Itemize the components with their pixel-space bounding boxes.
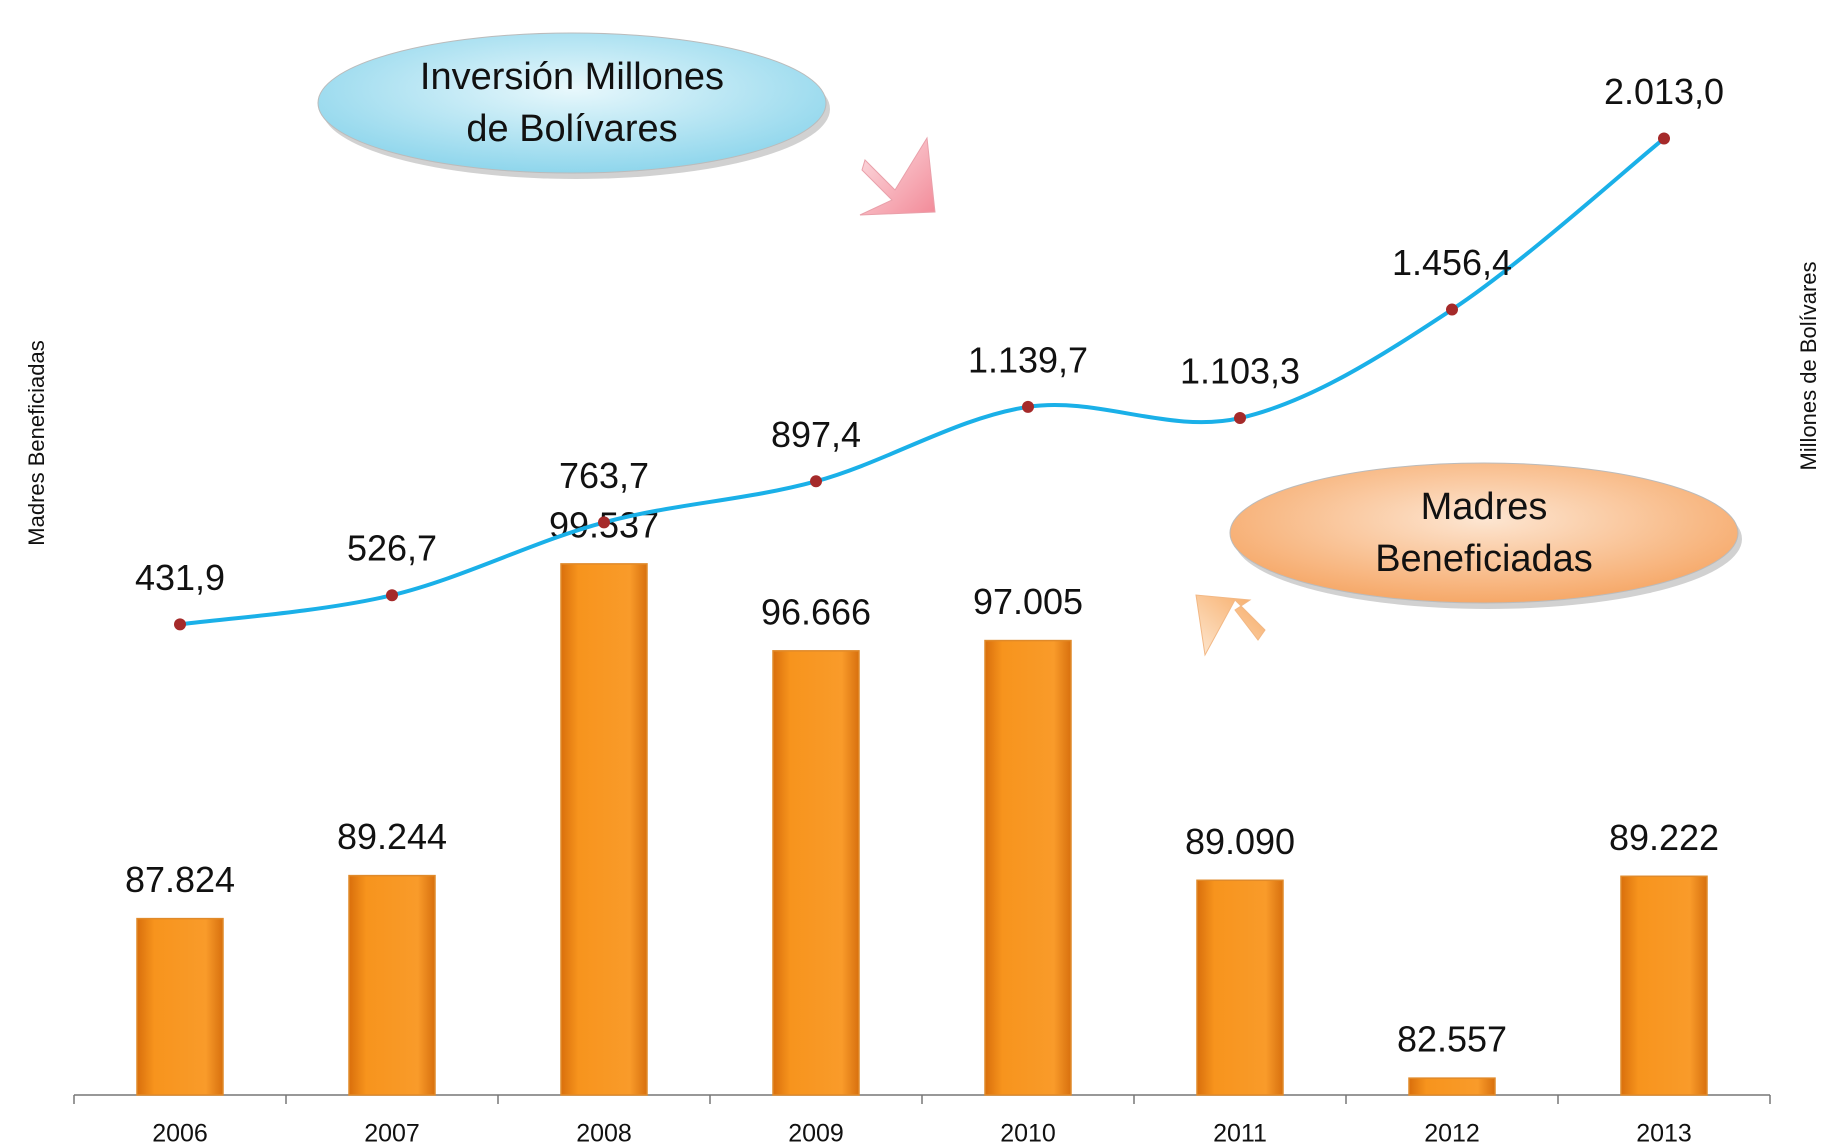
data-label: 82.557 [1397,1019,1507,1060]
callout-text: Inversión Millones [420,56,724,98]
marker [1022,400,1034,413]
line [179,136,1666,627]
marker [174,618,186,631]
x-tick-label: 2009 [788,1120,844,1148]
x-tick-label: 2013 [1636,1120,1692,1148]
marker [598,516,610,529]
bar [1196,879,1284,1096]
bar [136,917,224,1096]
x-tick-label: 2011 [1213,1120,1267,1148]
data-label: 87.824 [125,859,235,900]
x-tick-label: 2008 [576,1120,632,1148]
marker [1234,412,1246,425]
x-tick-label: 2006 [152,1120,208,1148]
data-label: 97.005 [973,581,1083,622]
x-tick-label: 2007 [364,1120,420,1148]
data-label: 89.090 [1185,821,1295,862]
arrow [859,136,936,216]
data-label: 431,9 [135,557,225,598]
callout [317,32,827,174]
bar [348,874,436,1096]
x-tick-label: 2010 [1000,1120,1056,1148]
data-label: 763,7 [559,455,649,496]
x-tick-label: 2012 [1424,1120,1480,1148]
marker [1658,132,1670,145]
callout-text: Madres [1421,486,1548,528]
data-label: 96.666 [761,591,871,632]
data-label: 1.139,7 [968,339,1088,380]
y-axis-title: Madres Beneficiadas [24,340,49,545]
callout-text: Beneficiadas [1375,538,1593,580]
bar [984,639,1072,1096]
data-label: 1.456,4 [1392,242,1512,283]
bar [772,650,860,1096]
bar [560,563,648,1096]
callout-text: de Bolívares [466,108,677,150]
bar [1620,875,1708,1096]
data-label: 526,7 [347,528,437,569]
marker [810,475,822,488]
bar [1408,1077,1496,1096]
callout [1229,462,1739,604]
data-label: 2.013,0 [1604,71,1724,112]
data-label: 897,4 [771,414,861,455]
data-label: 89.244 [337,816,447,857]
data-label: 89.222 [1609,817,1719,858]
marker [1446,303,1458,316]
data-label: 1.103,3 [1180,351,1300,392]
y2-axis-title: Millones de Bolívares [1796,261,1821,470]
marker [386,589,398,602]
arrow [1195,594,1266,657]
